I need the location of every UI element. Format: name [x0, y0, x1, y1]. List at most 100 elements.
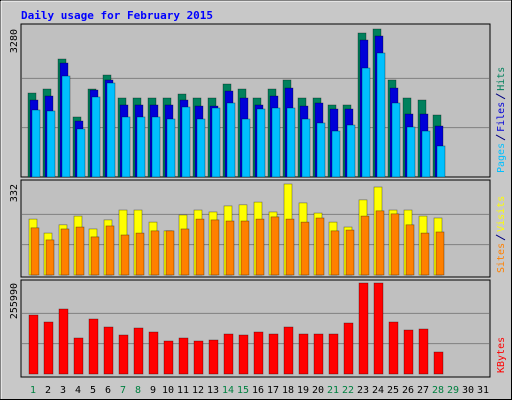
bar — [180, 228, 190, 276]
x-tick-label: 14 — [222, 385, 234, 396]
chart-title: Daily usage for February 2015 — [21, 9, 213, 22]
x-tick-label: 20 — [312, 385, 324, 396]
bar — [358, 282, 369, 375]
bar — [241, 118, 251, 178]
bar — [420, 232, 430, 276]
bar — [390, 213, 400, 276]
bar — [151, 116, 161, 178]
bar — [30, 227, 40, 276]
x-tick-label: 13 — [207, 385, 219, 396]
legend-entry: Sites — [496, 243, 507, 273]
bar — [360, 215, 370, 276]
x-tick-label: 11 — [177, 385, 189, 396]
x-tick-label: 25 — [387, 385, 399, 396]
bar — [283, 326, 294, 375]
bar — [436, 145, 446, 178]
bar — [211, 107, 221, 178]
bar — [255, 218, 265, 276]
bar — [301, 118, 311, 178]
x-tick-label: 8 — [135, 385, 141, 396]
x-tick-label: 2 — [45, 385, 51, 396]
x-tick-label: 9 — [150, 385, 156, 396]
bar — [313, 333, 324, 375]
y-tick-label: 332 — [9, 184, 20, 202]
bar — [421, 130, 431, 178]
bar — [210, 219, 220, 276]
bar — [373, 282, 384, 375]
bar — [300, 221, 310, 276]
bar — [28, 314, 39, 375]
bar — [418, 328, 429, 375]
x-tick-label: 16 — [252, 385, 264, 396]
x-tick-label: 22 — [342, 385, 354, 396]
bar — [46, 110, 56, 178]
x-tick-label: 15 — [237, 385, 249, 396]
legend-entry: Files — [496, 102, 507, 132]
bar — [73, 337, 84, 375]
x-tick-label: 29 — [447, 385, 459, 396]
bar — [60, 228, 70, 276]
bar — [391, 102, 401, 178]
x-tick-label: 24 — [372, 385, 384, 396]
x-tick-label: 26 — [402, 385, 414, 396]
bar — [118, 334, 129, 375]
bar — [328, 333, 339, 375]
bar — [253, 331, 264, 375]
bar — [76, 128, 86, 178]
x-tick-label: 10 — [162, 385, 174, 396]
bar — [106, 82, 116, 178]
bar — [361, 67, 371, 178]
bar — [403, 329, 414, 375]
bar — [376, 52, 386, 178]
bar — [225, 220, 235, 276]
bar — [195, 218, 205, 276]
x-tick-label: 5 — [90, 385, 96, 396]
bar — [178, 337, 189, 375]
bar — [208, 339, 219, 375]
bar — [226, 102, 236, 178]
bar — [88, 318, 99, 375]
bar — [388, 321, 399, 375]
x-tick-label: 30 — [462, 385, 474, 396]
legend: Sites Visits — [495, 196, 507, 273]
legend: Pages Files Hits — [495, 67, 507, 173]
bar — [75, 226, 85, 276]
bar — [268, 333, 279, 375]
legend-entry: Visits — [496, 196, 507, 232]
bar — [133, 327, 144, 375]
legend-entry: Hits — [496, 67, 507, 91]
x-tick-label: 1 — [30, 385, 36, 396]
x-tick-label: 21 — [327, 385, 339, 396]
x-tick-label: 12 — [192, 385, 204, 396]
bar — [286, 107, 296, 178]
x-tick-label: 4 — [75, 385, 81, 396]
legend-entry: KBytes — [496, 337, 507, 373]
legend-separator — [495, 134, 506, 141]
x-tick-label: 7 — [120, 385, 126, 396]
legend-separator — [495, 93, 506, 100]
bar — [433, 351, 444, 375]
bar — [375, 210, 385, 276]
x-tick-label: 28 — [432, 385, 444, 396]
y-tick-label: 3280 — [9, 29, 20, 53]
bar — [240, 220, 250, 276]
x-tick-label: 3 — [60, 385, 66, 396]
bar — [31, 109, 41, 178]
bar — [163, 340, 174, 375]
bar — [90, 236, 100, 276]
x-tick-label: 31 — [477, 385, 489, 396]
bar — [165, 230, 175, 276]
x-tick-label: 23 — [357, 385, 369, 396]
bar — [238, 334, 249, 375]
legend-separator — [495, 234, 506, 241]
bar — [345, 229, 355, 276]
bar — [148, 331, 159, 375]
bar — [43, 321, 54, 375]
bar — [61, 75, 71, 178]
bar — [346, 124, 356, 178]
bar — [150, 230, 160, 276]
bar — [136, 116, 146, 178]
x-tick-label: 17 — [267, 385, 279, 396]
bar — [406, 126, 416, 178]
